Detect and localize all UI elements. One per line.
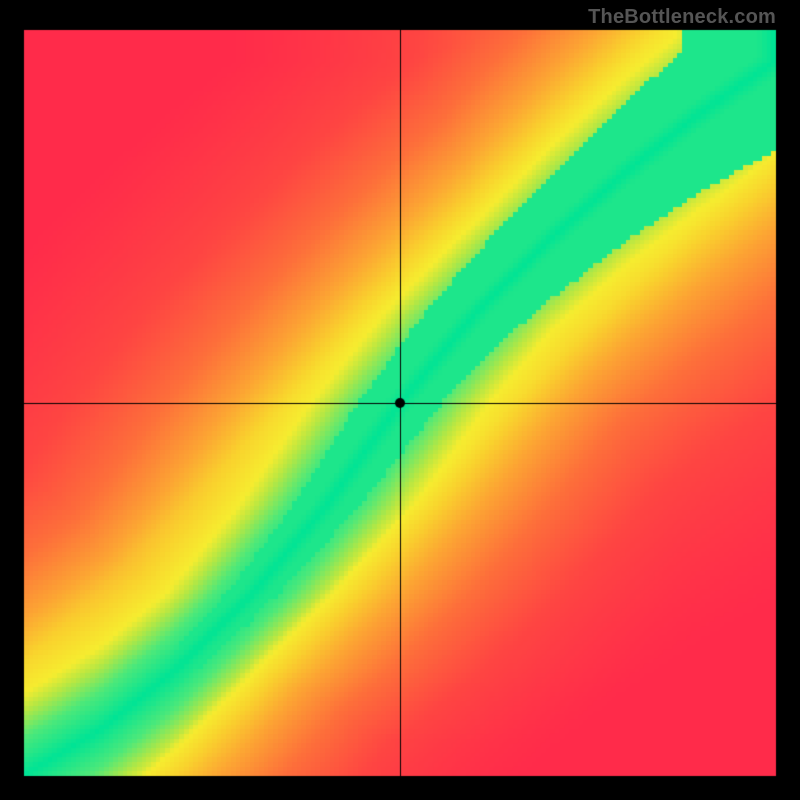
- bottleneck-heatmap: [0, 0, 800, 800]
- watermark-label: TheBottleneck.com: [588, 6, 776, 29]
- chart-container: TheBottleneck.com: [0, 0, 800, 800]
